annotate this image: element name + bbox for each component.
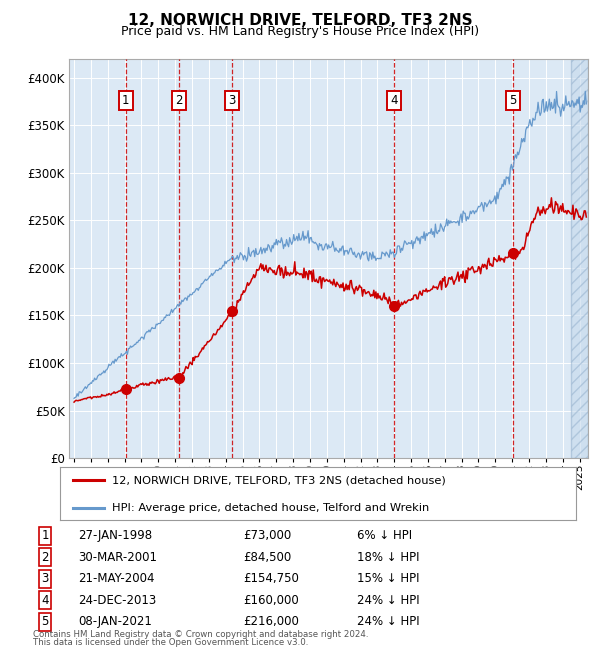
Text: 2: 2	[176, 94, 183, 107]
Text: 24% ↓ HPI: 24% ↓ HPI	[357, 615, 419, 628]
Text: 24-DEC-2013: 24-DEC-2013	[78, 594, 156, 607]
Text: 18% ↓ HPI: 18% ↓ HPI	[357, 551, 419, 564]
Text: HPI: Average price, detached house, Telford and Wrekin: HPI: Average price, detached house, Telf…	[112, 503, 429, 514]
Text: 08-JAN-2021: 08-JAN-2021	[78, 615, 152, 628]
Text: 2: 2	[41, 551, 49, 564]
Text: £84,500: £84,500	[243, 551, 291, 564]
Text: Contains HM Land Registry data © Crown copyright and database right 2024.: Contains HM Land Registry data © Crown c…	[33, 630, 368, 639]
Text: 12, NORWICH DRIVE, TELFORD, TF3 2NS: 12, NORWICH DRIVE, TELFORD, TF3 2NS	[128, 13, 472, 28]
Text: £160,000: £160,000	[243, 594, 299, 607]
Text: 1: 1	[41, 529, 49, 542]
Text: Price paid vs. HM Land Registry's House Price Index (HPI): Price paid vs. HM Land Registry's House …	[121, 25, 479, 38]
Text: £73,000: £73,000	[243, 529, 291, 542]
Text: 1: 1	[122, 94, 130, 107]
Text: 27-JAN-1998: 27-JAN-1998	[78, 529, 152, 542]
Text: 5: 5	[509, 94, 517, 107]
Bar	[571, 58, 588, 458]
Text: 4: 4	[41, 594, 49, 607]
Text: 24% ↓ HPI: 24% ↓ HPI	[357, 594, 419, 607]
Text: 6% ↓ HPI: 6% ↓ HPI	[357, 529, 412, 542]
Text: £216,000: £216,000	[243, 615, 299, 628]
Text: This data is licensed under the Open Government Licence v3.0.: This data is licensed under the Open Gov…	[33, 638, 308, 647]
Text: 30-MAR-2001: 30-MAR-2001	[78, 551, 157, 564]
Text: 12, NORWICH DRIVE, TELFORD, TF3 2NS (detached house): 12, NORWICH DRIVE, TELFORD, TF3 2NS (det…	[112, 475, 445, 485]
Text: 21-MAY-2004: 21-MAY-2004	[78, 573, 155, 585]
Text: 15% ↓ HPI: 15% ↓ HPI	[357, 573, 419, 585]
Text: 3: 3	[229, 94, 236, 107]
Text: 3: 3	[41, 573, 49, 585]
Text: 4: 4	[390, 94, 398, 107]
Text: 5: 5	[41, 615, 49, 628]
Text: £154,750: £154,750	[243, 573, 299, 585]
